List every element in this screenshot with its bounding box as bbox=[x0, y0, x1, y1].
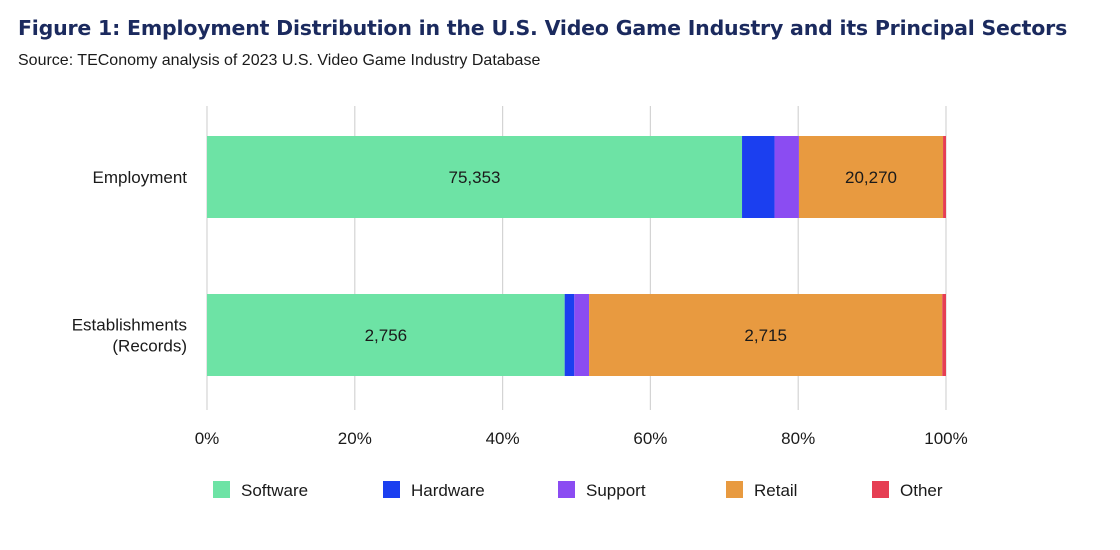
data-label: 2,715 bbox=[744, 326, 787, 345]
bar-segment-other bbox=[943, 136, 946, 218]
legend-label: Support bbox=[586, 481, 646, 500]
category-label: Employment bbox=[93, 168, 188, 187]
category-labels: Employment Establishments (Records) bbox=[72, 168, 188, 356]
legend-swatch-retail bbox=[726, 481, 743, 498]
bar-segment-software bbox=[207, 294, 565, 376]
category-label: (Records) bbox=[112, 337, 187, 356]
x-axis-tick-labels: 0% 20% 40% 60% 80% 100% bbox=[195, 429, 968, 448]
legend-label: Hardware bbox=[411, 481, 485, 500]
legend-swatch-support bbox=[558, 481, 575, 498]
data-label: 75,353 bbox=[449, 168, 501, 187]
bar-segment-support bbox=[574, 294, 590, 376]
x-tick-label: 60% bbox=[633, 429, 667, 448]
category-label: Establishments bbox=[72, 316, 187, 335]
x-tick-label: 80% bbox=[781, 429, 815, 448]
x-tick-label: 40% bbox=[486, 429, 520, 448]
legend-label: Software bbox=[241, 481, 308, 500]
bar-segment-hardware bbox=[742, 136, 775, 218]
x-tick-label: 20% bbox=[338, 429, 372, 448]
bar-segment-support bbox=[774, 136, 799, 218]
bar-segment-hardware bbox=[564, 294, 575, 376]
bar-segment-software bbox=[207, 136, 743, 218]
legend-swatch-software bbox=[213, 481, 230, 498]
bar-segment-retail bbox=[798, 136, 944, 218]
bar-segment-retail bbox=[589, 294, 943, 376]
chart-title: Figure 1: Employment Distribution in the… bbox=[18, 16, 1068, 40]
bars bbox=[207, 136, 946, 376]
data-labels: 75,353 20,270 2,756 2,715 bbox=[365, 168, 897, 345]
legend-swatch-other bbox=[872, 481, 889, 498]
legend-swatch-hardware bbox=[383, 481, 400, 498]
data-label: 20,270 bbox=[845, 168, 897, 187]
legend-label: Other bbox=[900, 481, 943, 500]
x-tick-label: 0% bbox=[195, 429, 220, 448]
x-tick-label: 100% bbox=[924, 429, 967, 448]
data-label: 2,756 bbox=[365, 326, 408, 345]
legend-label: Retail bbox=[754, 481, 797, 500]
legend: Software Hardware Support Retail Other bbox=[213, 481, 943, 500]
chart-subtitle: Source: TEConomy analysis of 2023 U.S. V… bbox=[18, 52, 541, 69]
bar-segment-other bbox=[942, 294, 946, 376]
